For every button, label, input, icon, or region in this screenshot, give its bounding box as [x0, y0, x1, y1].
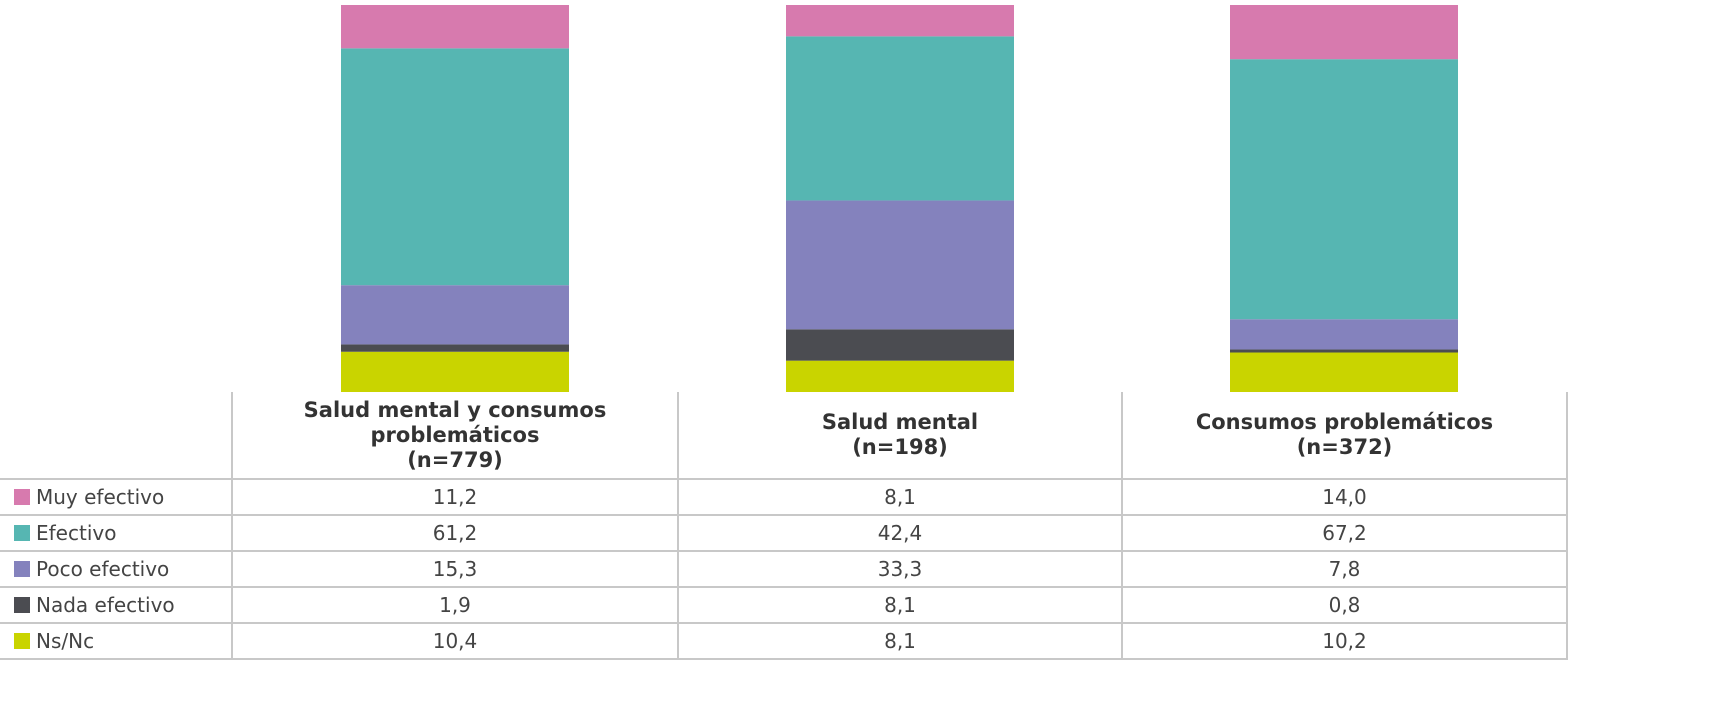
- bar-segment: [786, 200, 1014, 330]
- table-row: Poco efectivo 15,3 33,3 7,8: [0, 550, 1568, 588]
- table-head: Salud mental y consumos problemáticos (n…: [0, 392, 1568, 480]
- value-cell: 10,2: [1121, 622, 1568, 660]
- legend-label: Muy efectivo: [36, 485, 165, 509]
- table-row: Efectivo 61,2 42,4 67,2: [0, 514, 1568, 552]
- table-row: Nada efectivo 1,9 8,1 0,8: [0, 586, 1568, 624]
- value-cell: 14,0: [1121, 478, 1568, 516]
- bar-segment: [1230, 5, 1458, 60]
- header-row: Salud mental y consumos problemáticos (n…: [0, 392, 1568, 480]
- row-label: Ns/Nc: [0, 622, 233, 660]
- legend-swatch: [14, 597, 30, 613]
- bar-segment: [786, 360, 1014, 392]
- value-cell: 67,2: [1121, 514, 1568, 552]
- legend-swatch: [14, 561, 30, 577]
- bar-segment: [1230, 59, 1458, 320]
- value-cell: 8,1: [677, 478, 1123, 516]
- legend-label: Nada efectivo: [36, 593, 175, 617]
- chart: [341, 5, 1458, 392]
- value-cell: 8,1: [677, 586, 1123, 624]
- legend-label: Efectivo: [36, 521, 117, 545]
- legend-swatch: [14, 525, 30, 541]
- category-header: Salud mental (n=198): [677, 392, 1123, 480]
- row-label: Muy efectivo: [0, 478, 233, 516]
- data-table: Salud mental y consumos problemáticos (n…: [0, 392, 1568, 660]
- row-label: Nada efectivo: [0, 586, 233, 624]
- value-cell: 15,3: [231, 550, 679, 588]
- table-body: Muy efectivo 11,2 8,1 14,0 Efectivo 61,2 42,4 6…: [0, 478, 1568, 660]
- bar-segment: [1230, 352, 1458, 392]
- table-row: Muy efectivo 11,2 8,1 14,0: [0, 478, 1568, 516]
- legend-swatch: [14, 489, 30, 505]
- row-label: Poco efectivo: [0, 550, 233, 588]
- legend-swatch: [14, 633, 30, 649]
- value-cell: 11,2: [231, 478, 679, 516]
- table-row: Ns/Nc 10,4 8,1 10,2: [0, 622, 1568, 660]
- value-cell: 7,8: [1121, 550, 1568, 588]
- category-header: Consumos problemáticos (n=372): [1121, 392, 1568, 480]
- bar-segment: [786, 36, 1014, 201]
- row-label: Efectivo: [0, 514, 233, 552]
- bar-segment: [341, 285, 569, 345]
- blank-cell: [0, 392, 233, 479]
- bar-segment: [341, 351, 569, 392]
- bar-segment: [786, 329, 1014, 361]
- value-cell: 33,3: [677, 550, 1123, 588]
- value-cell: 1,9: [231, 586, 679, 624]
- value-cell: 42,4: [677, 514, 1123, 552]
- legend-label: Poco efectivo: [36, 557, 170, 581]
- bar-segment: [1230, 349, 1458, 353]
- category-header: Salud mental y consumos problemáticos (n…: [231, 392, 679, 480]
- value-cell: 10,4: [231, 622, 679, 660]
- value-cell: 61,2: [231, 514, 679, 552]
- value-cell: 0,8: [1121, 586, 1568, 624]
- legend-label: Ns/Nc: [36, 629, 95, 653]
- value-cell: 8,1: [677, 622, 1123, 660]
- bar-segment: [341, 5, 569, 49]
- bar-segment: [786, 5, 1014, 37]
- bar-segment: [341, 48, 569, 286]
- bar-segment: [341, 344, 569, 352]
- bar-segment: [1230, 319, 1458, 350]
